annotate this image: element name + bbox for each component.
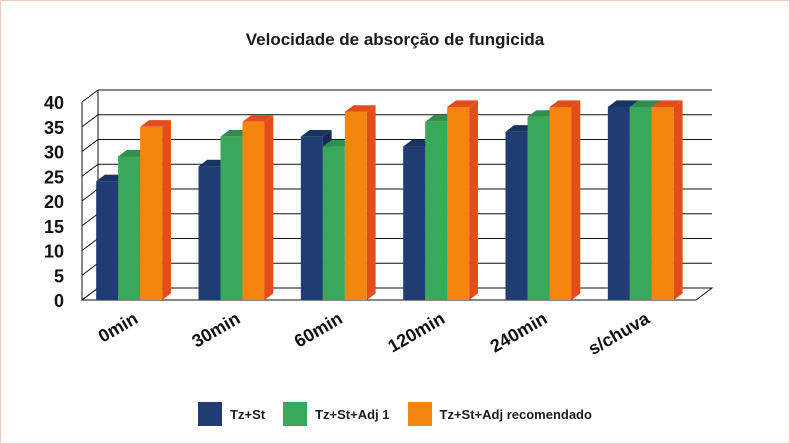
y-tick-label-7: 35 xyxy=(44,118,64,138)
gridline-depth-4 xyxy=(81,188,99,202)
bar-2-4 xyxy=(549,100,581,300)
legend-item-2: Tz+St+Adj recomendado xyxy=(407,402,592,426)
gridline-depth-5 xyxy=(81,163,99,177)
y-tick-label-4: 20 xyxy=(44,192,64,212)
x-tick-label-2: 60min xyxy=(291,308,346,351)
y-tick-label-8: 40 xyxy=(44,93,64,113)
gridline-depth-3 xyxy=(81,213,99,227)
bar-2-0 xyxy=(140,120,171,301)
bar-2-2 xyxy=(344,105,376,301)
bar-2-3 xyxy=(447,100,478,300)
bar-2-1 xyxy=(242,115,274,300)
gridline-depth-6 xyxy=(81,139,99,152)
x-tick-label-1: 30min xyxy=(188,308,243,351)
legend-swatch-0 xyxy=(198,402,223,426)
chart-floor xyxy=(80,287,714,301)
y-tick-label-6: 30 xyxy=(44,143,64,163)
legend-swatch-1 xyxy=(283,402,308,426)
gridline-depth-2 xyxy=(81,238,99,251)
legend-item-1: Tz+St+Adj 1 xyxy=(283,402,390,426)
legend-swatch-2 xyxy=(407,402,432,426)
y-tick-label-1: 5 xyxy=(54,266,64,286)
legend: Tz+St Tz+St+Adj 1 Tz+St+Adj recomendado xyxy=(0,402,790,426)
x-tick-label-0: 0min xyxy=(95,308,141,346)
gridline-depth-7 xyxy=(81,114,99,128)
gridline-depth-1 xyxy=(81,262,99,276)
legend-label-1: Tz+St+Adj 1 xyxy=(315,406,390,422)
x-tick-label-4: 240min xyxy=(487,308,551,356)
legend-label-0: Tz+St xyxy=(230,406,266,422)
y-tick-label-3: 15 xyxy=(44,217,64,237)
y-tick-label-5: 25 xyxy=(44,167,64,187)
x-tick-label-5: s/chuva xyxy=(585,308,654,359)
chart-title: Velocidade de absorção de fungicida xyxy=(245,30,545,49)
y-tick-label-2: 10 xyxy=(44,242,64,262)
y-tick-label-0: 0 xyxy=(54,291,64,311)
legend-label-2: Tz+St+Adj recomendado xyxy=(439,406,592,422)
x-tick-label-3: 120min xyxy=(384,308,448,356)
legend-item-0: Tz+St xyxy=(198,402,265,426)
bar-2-5 xyxy=(651,100,683,300)
gridline-depth-8 xyxy=(81,89,99,103)
